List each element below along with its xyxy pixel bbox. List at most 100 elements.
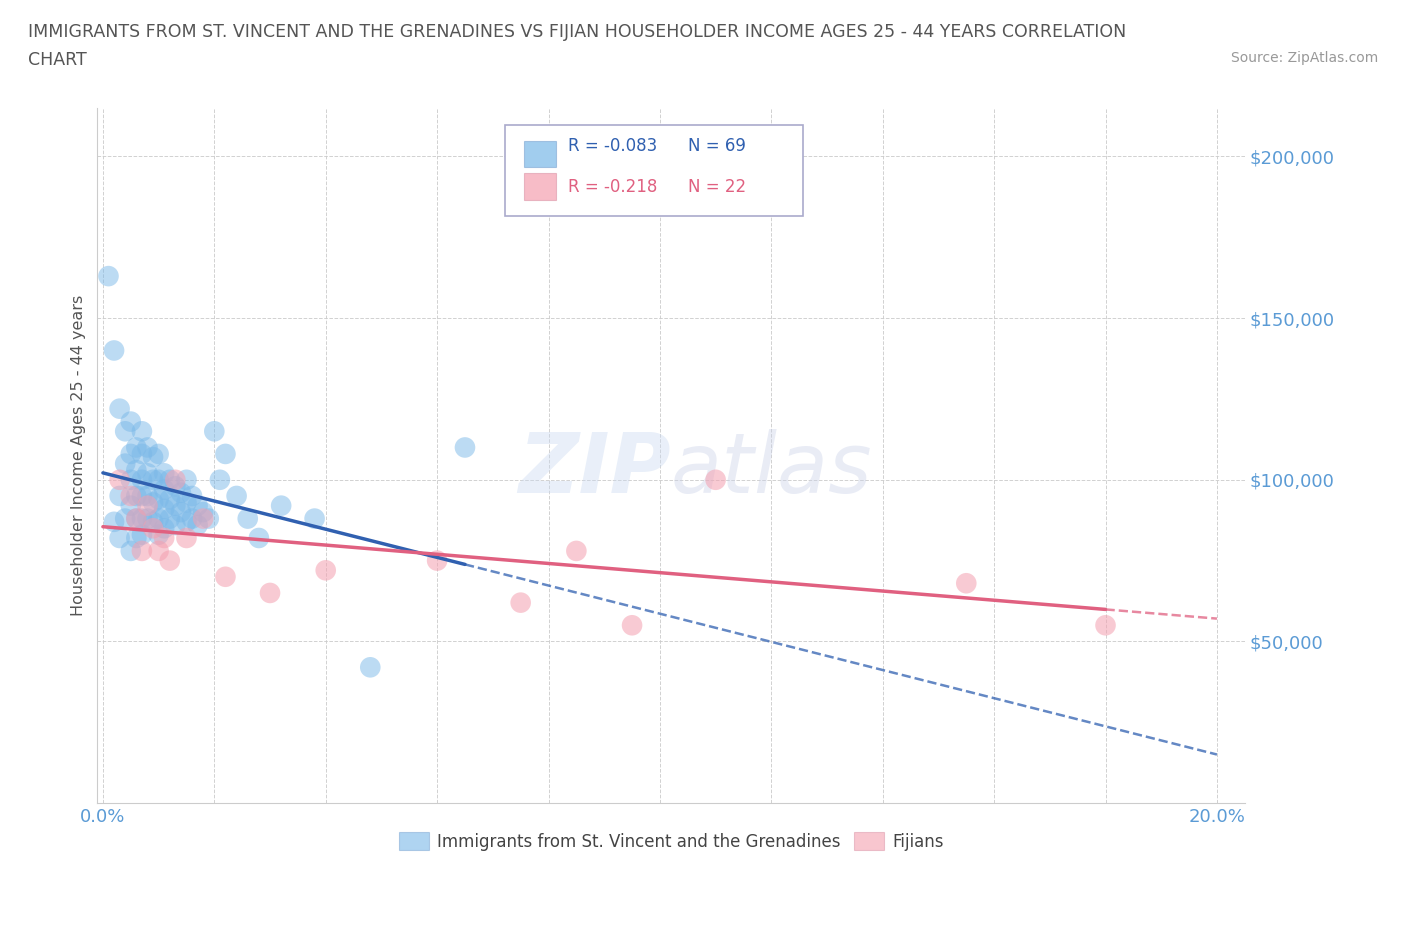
Point <box>704 472 727 487</box>
Text: N = 69: N = 69 <box>689 138 747 155</box>
Point <box>176 472 198 487</box>
Point <box>165 518 187 533</box>
Point <box>153 466 176 481</box>
Text: N = 22: N = 22 <box>689 178 747 195</box>
Point <box>125 462 148 477</box>
Point <box>114 424 136 439</box>
Point <box>131 424 153 439</box>
Point <box>125 530 148 545</box>
Text: Source: ZipAtlas.com: Source: ZipAtlas.com <box>1230 51 1378 65</box>
Point <box>165 479 187 494</box>
Point <box>1094 618 1116 632</box>
Point <box>148 446 170 461</box>
Point <box>247 530 270 545</box>
Point <box>153 521 176 536</box>
Text: R = -0.218: R = -0.218 <box>568 178 657 195</box>
Text: IMMIGRANTS FROM ST. VINCENT AND THE GRENADINES VS FIJIAN HOUSEHOLDER INCOME AGES: IMMIGRANTS FROM ST. VINCENT AND THE GREN… <box>28 23 1126 41</box>
Point <box>621 618 644 632</box>
Point <box>142 521 165 536</box>
Point <box>187 518 209 533</box>
Point <box>176 530 198 545</box>
Point <box>131 488 153 503</box>
Point <box>193 512 215 526</box>
Point <box>131 527 153 542</box>
Point <box>125 512 148 526</box>
Point <box>225 488 247 503</box>
Point <box>136 488 159 503</box>
Point <box>214 446 236 461</box>
Point <box>159 512 181 526</box>
Text: CHART: CHART <box>28 51 87 69</box>
Point <box>165 498 187 513</box>
Point <box>214 569 236 584</box>
Point <box>176 495 198 510</box>
Point <box>103 343 125 358</box>
Point <box>509 595 531 610</box>
Point <box>114 512 136 526</box>
Point <box>108 472 131 487</box>
Point <box>108 488 131 503</box>
Point <box>159 472 181 487</box>
Text: ZIP: ZIP <box>519 429 671 510</box>
Point <box>108 530 131 545</box>
Point <box>153 530 176 545</box>
Point <box>193 505 215 520</box>
Point <box>202 424 225 439</box>
Text: atlas: atlas <box>671 429 873 510</box>
Text: R = -0.083: R = -0.083 <box>568 138 657 155</box>
Point <box>136 512 159 526</box>
Legend: Immigrants from St. Vincent and the Grenadines, Fijians: Immigrants from St. Vincent and the Gren… <box>392 826 950 857</box>
Point <box>153 482 176 497</box>
Point <box>125 440 148 455</box>
Point <box>426 553 449 568</box>
Point <box>148 472 170 487</box>
Point <box>120 472 142 487</box>
FancyBboxPatch shape <box>505 126 803 216</box>
Point <box>142 450 165 465</box>
Point <box>148 543 170 558</box>
Point <box>120 543 142 558</box>
Point <box>125 488 148 503</box>
Point <box>131 446 153 461</box>
Point <box>236 512 259 526</box>
Point <box>359 660 381 675</box>
Point <box>148 527 170 542</box>
Point <box>170 485 193 500</box>
Point <box>259 586 281 601</box>
Point <box>97 269 120 284</box>
Y-axis label: Householder Income Ages 25 - 44 years: Householder Income Ages 25 - 44 years <box>72 295 86 617</box>
Point <box>270 498 292 513</box>
Point <box>114 457 136 472</box>
Point <box>955 576 977 591</box>
Bar <box>524 140 557 167</box>
Point <box>454 440 477 455</box>
Point <box>136 498 159 513</box>
Point <box>142 495 165 510</box>
Point <box>142 514 165 529</box>
Point <box>120 498 142 513</box>
Point <box>304 512 326 526</box>
Point <box>159 553 181 568</box>
Point <box>565 543 588 558</box>
Bar <box>524 173 557 200</box>
Point <box>136 440 159 455</box>
Point <box>315 563 337 578</box>
Point <box>120 446 142 461</box>
Point <box>136 466 159 481</box>
Point <box>153 501 176 516</box>
Point <box>181 488 204 503</box>
Point <box>165 472 187 487</box>
Point <box>176 514 198 529</box>
Point <box>103 514 125 529</box>
Point <box>142 472 165 487</box>
Point <box>170 505 193 520</box>
Point <box>120 414 142 429</box>
Point <box>131 512 153 526</box>
Point <box>148 492 170 507</box>
Point <box>125 512 148 526</box>
Point <box>120 488 142 503</box>
Point <box>148 512 170 526</box>
Point <box>181 512 204 526</box>
Point <box>131 543 153 558</box>
Point <box>131 472 153 487</box>
